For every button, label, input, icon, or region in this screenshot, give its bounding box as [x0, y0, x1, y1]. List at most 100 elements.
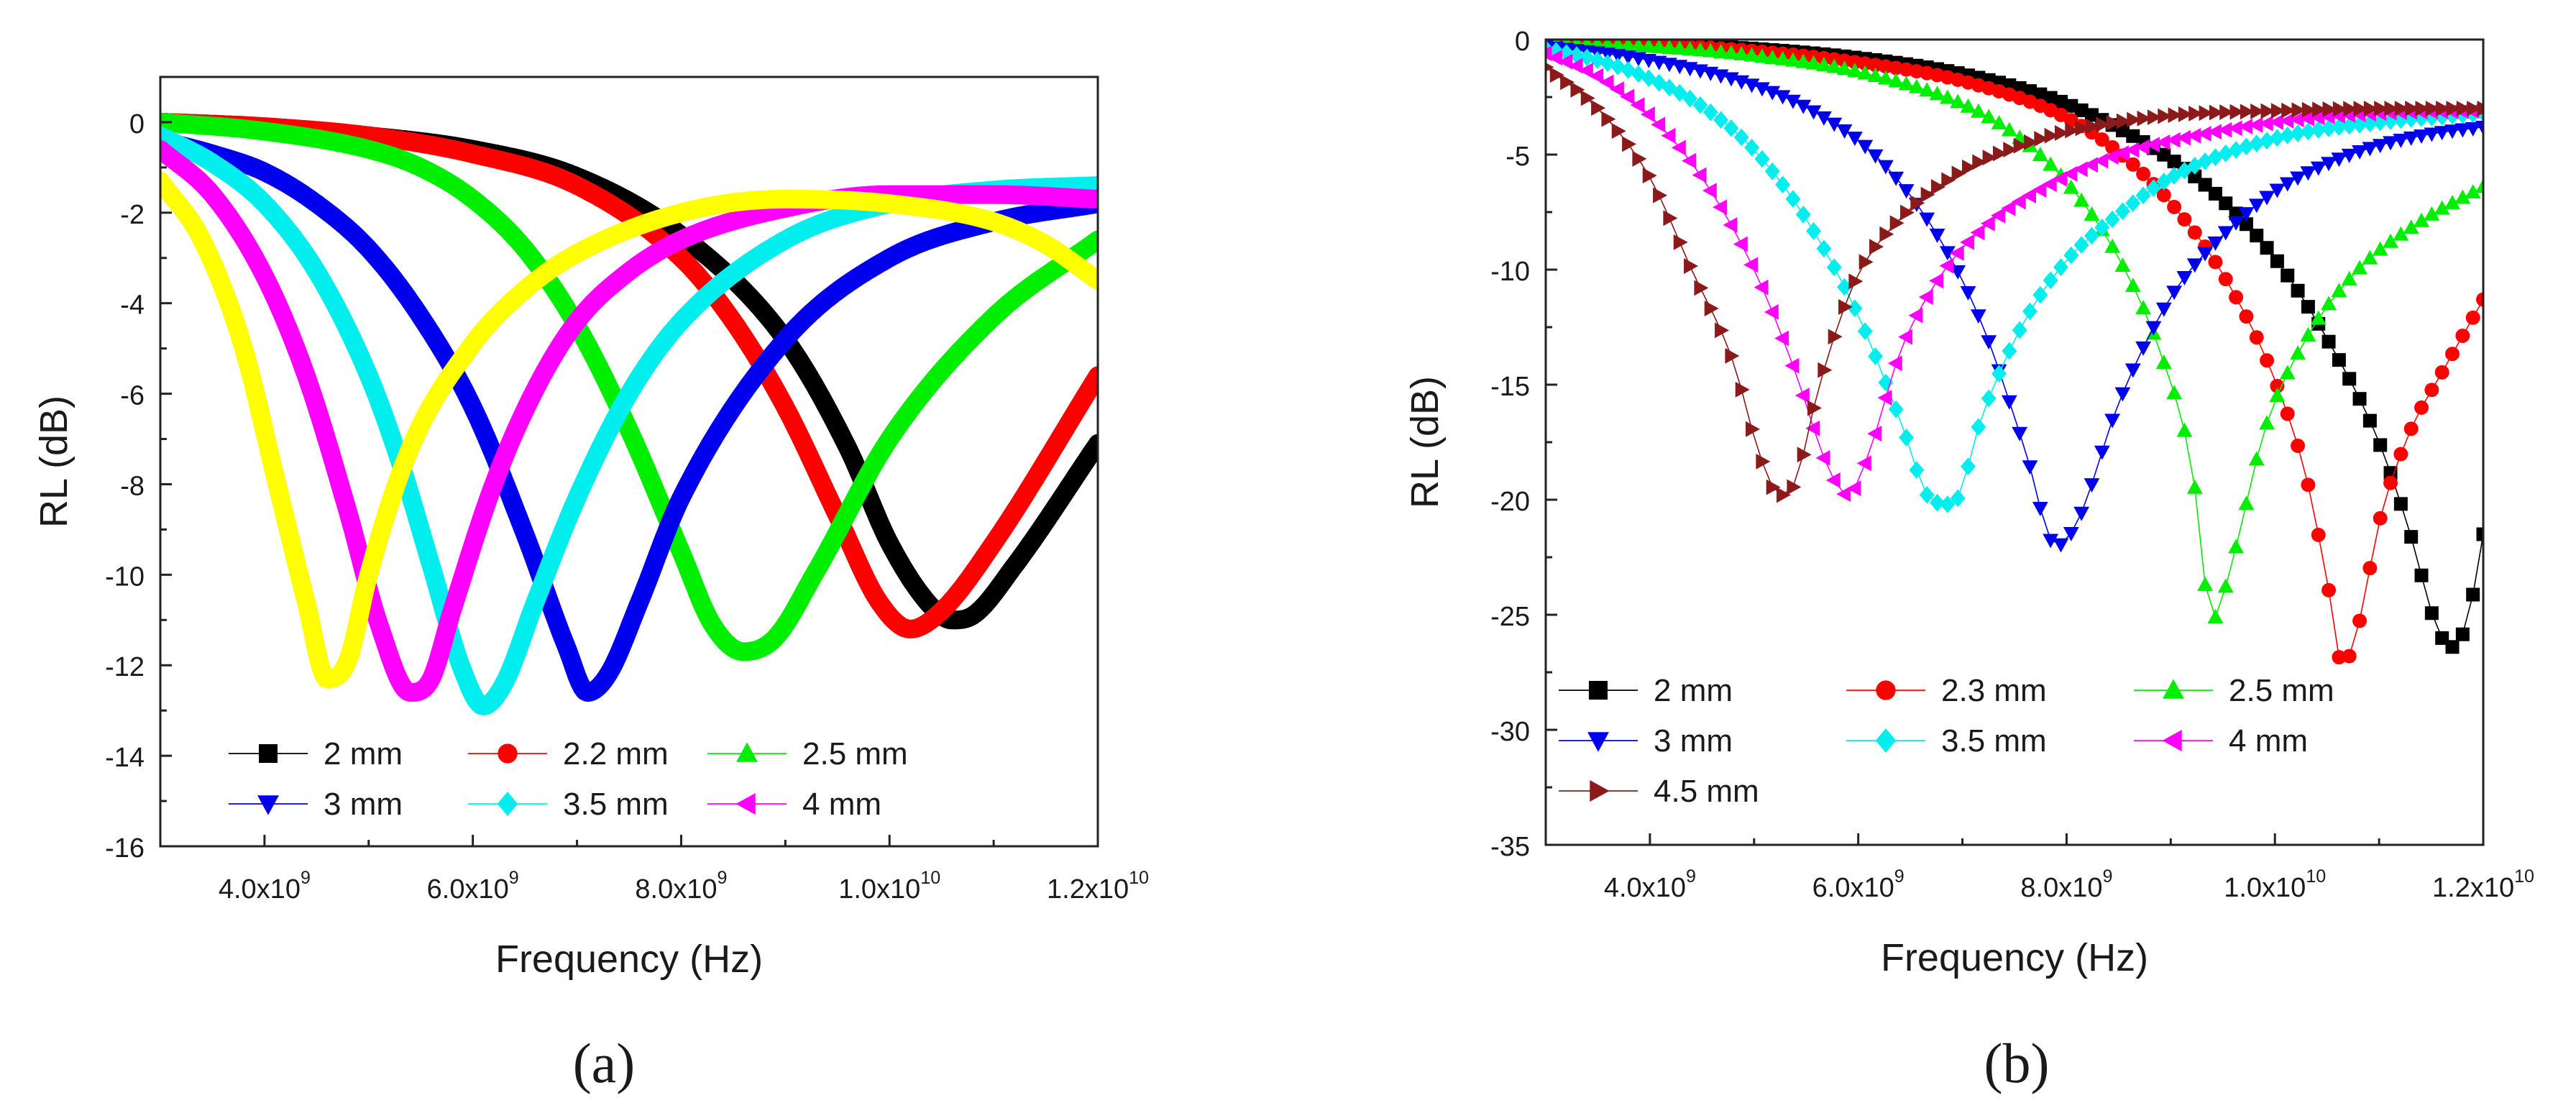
- x-tick-label: 4.0x109: [219, 868, 311, 905]
- data-point-3-mm-27: [1815, 111, 1832, 126]
- data-point-4-5-mm-42: [1972, 154, 1987, 170]
- axes-frame: [159, 75, 1099, 848]
- data-point-4-mm-11: [1651, 116, 1666, 133]
- data-point-2-mm-53: [2084, 108, 2099, 122]
- data-point-4-mm-55: [2104, 149, 2119, 165]
- data-point-2-mm-60: [2157, 147, 2171, 162]
- legend-marker-3-mm: [1587, 732, 1609, 752]
- data-point-2-mm-89: [2455, 627, 2470, 641]
- legend-item-2-5-mm: 2.5 mm: [2134, 673, 2334, 708]
- data-point-3-5-mm-73: [2290, 124, 2306, 142]
- data-point-3-5-mm-78: [2342, 116, 2357, 135]
- legend-item-2-5-mm: 2.5 mm: [707, 736, 908, 772]
- data-point-4-5-mm-48: [2034, 131, 2049, 147]
- y-axis-title: RL (dB): [1403, 376, 1447, 508]
- data-point-2-5-mm-60: [2155, 354, 2172, 370]
- data-point-2-mm-51: [2064, 99, 2078, 113]
- data-point-3-mm-70: [2259, 191, 2275, 206]
- data-point-4-mm-3: [1568, 58, 1583, 74]
- x-tick-label: 8.0x109: [2020, 866, 2112, 903]
- data-point-3-5-mm-27: [1816, 239, 1832, 258]
- data-point-2-5-mm-78: [2341, 270, 2357, 285]
- data-point-4-5-mm-15: [1694, 280, 1709, 296]
- data-point-2-5-mm-53: [2084, 206, 2100, 221]
- data-point-2-5-mm-52: [2073, 192, 2090, 207]
- data-point-4-mm-51: [2063, 165, 2078, 182]
- data-point-4-5-mm-44: [1992, 145, 2007, 162]
- data-point-4-5-mm-52: [2075, 120, 2090, 137]
- data-point-4-mm-44: [1991, 207, 2006, 224]
- data-point-4-5-mm-40: [1951, 165, 1966, 182]
- legend-label-2-mm: 2 mm: [324, 736, 403, 772]
- data-point-3-5-mm-30: [1847, 299, 1863, 318]
- data-point-4-mm-5: [1589, 68, 1604, 84]
- data-point-2-5-mm-20: [1743, 47, 1760, 62]
- data-point-4-mm-74: [2299, 110, 2314, 127]
- data-point-3-5-mm-29: [1837, 278, 1853, 296]
- series-line-4-mm: [160, 139, 1098, 702]
- data-point-3-5-mm-28: [1826, 258, 1842, 277]
- y-tick-label: -30: [1490, 717, 1530, 747]
- data-point-3-5-mm-38: [1930, 493, 1945, 512]
- legend-item-2-mm: 2 mm: [229, 736, 403, 772]
- data-point-4-5-mm-71: [2270, 103, 2286, 119]
- data-point-3-5-mm-41: [1961, 457, 1976, 476]
- data-point-3-5-mm-48: [2032, 285, 2048, 304]
- data-point-3-5-mm-56: [2115, 202, 2130, 221]
- data-point-3-5-mm-23: [1775, 175, 1791, 194]
- data-point-3-mm-41: [1960, 285, 1976, 301]
- data-point-3-mm-33: [1877, 160, 1894, 175]
- data-point-2-5-mm-69: [2248, 451, 2265, 466]
- data-point-3-5-mm-72: [2280, 126, 2296, 145]
- x-tick-label: 1.2x1010: [1047, 868, 1149, 905]
- y-tick-label: 0: [1515, 27, 1530, 57]
- data-point-4-5-mm-32: [1869, 239, 1884, 255]
- data-point-2-5-mm-62: [2176, 422, 2193, 437]
- data-point-2-3-mm-69: [2249, 330, 2264, 345]
- series-line-2-5-mm: [160, 112, 1098, 661]
- data-point-3-mm-64: [2197, 247, 2214, 262]
- data-point-3-5-mm-55: [2104, 210, 2120, 229]
- data-point-2-mm-76: [2321, 334, 2336, 349]
- data-point-3-mm-23: [1774, 90, 1791, 105]
- data-point-2-3-mm-83: [2393, 447, 2408, 462]
- data-point-3-mm-37: [1919, 212, 1935, 227]
- data-point-2-5-mm-58: [2135, 300, 2152, 315]
- data-point-3-mm-82: [2383, 136, 2398, 151]
- data-point-2-5-mm-55: [2104, 238, 2121, 253]
- data-point-3-5-mm-49: [2043, 271, 2058, 290]
- legend: 2 mm 2.3 mm 2.5 mm 3 mm 3.5 mm 4 mm 4.5 mm: [1559, 673, 2334, 809]
- data-point-2-mm-78: [2342, 372, 2357, 386]
- data-point-3-mm-85: [2414, 129, 2429, 145]
- y-tick-label: -10: [1490, 257, 1530, 287]
- data-point-4-5-mm-37: [1920, 186, 1935, 203]
- data-point-4-5-mm-18: [1725, 348, 1740, 364]
- data-point-2-3-mm-76: [2321, 582, 2337, 598]
- data-point-3-5-mm-42: [1971, 418, 1986, 436]
- data-point-2-5-mm-66: [2217, 578, 2234, 593]
- data-point-4-5-mm-2: [1560, 74, 1575, 91]
- data-point-3-mm-74: [2300, 166, 2316, 181]
- data-point-4-5-mm-1: [1549, 67, 1564, 83]
- data-point-2-5-mm-65: [2207, 608, 2224, 623]
- data-point-4-mm-41: [1960, 234, 1975, 250]
- data-point-4-5-mm-31: [1858, 254, 1874, 270]
- data-point-4-mm-46: [2011, 193, 2026, 210]
- data-point-2-5-mm-12: [1661, 40, 1677, 55]
- legend-item-2-mm: 2 mm: [1559, 673, 1733, 708]
- data-point-4-mm-47: [2022, 188, 2037, 204]
- data-point-2-mm-83: [2393, 497, 2408, 511]
- legend-label-3-5-mm: 3.5 mm: [1941, 723, 2047, 759]
- data-point-3-mm-48: [2032, 502, 2048, 516]
- legend-marker-2-3-mm: [1876, 680, 1896, 700]
- data-point-3-5-mm-77: [2331, 118, 2347, 137]
- data-point-3-5-mm-22: [1764, 162, 1780, 180]
- data-point-4-5-mm-11: [1653, 187, 1668, 203]
- data-point-4-5-mm-78: [2343, 101, 2358, 117]
- data-point-2-3-mm-79: [2352, 613, 2368, 628]
- data-point-4-5-mm-49: [2044, 127, 2059, 144]
- data-point-2-5-mm-91: [2475, 178, 2483, 193]
- data-point-3-5-mm-15: [1692, 96, 1708, 114]
- legend-marker-3-5-mm: [1875, 728, 1897, 753]
- data-point-2-3-mm-74: [2301, 477, 2316, 493]
